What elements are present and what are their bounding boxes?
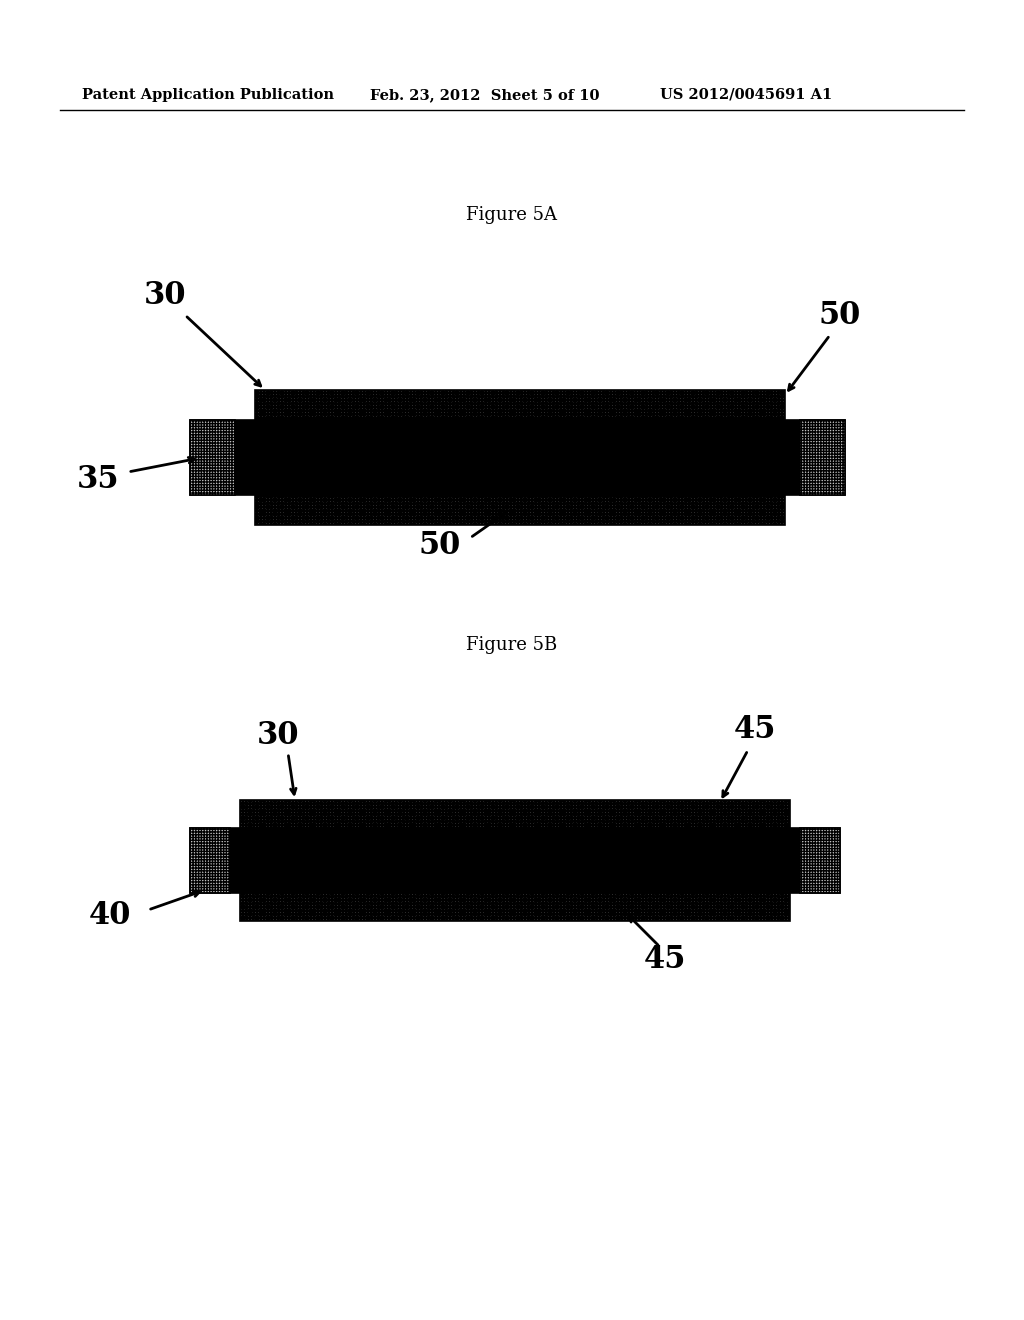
- Text: Figure 5B: Figure 5B: [466, 636, 558, 653]
- Text: 35: 35: [77, 465, 119, 495]
- Bar: [255, 389, 785, 420]
- Text: 45: 45: [734, 714, 776, 746]
- Text: 40: 40: [89, 899, 131, 931]
- Text: US 2012/0045691 A1: US 2012/0045691 A1: [660, 88, 833, 102]
- Text: 30: 30: [143, 280, 186, 310]
- Text: Figure 5A: Figure 5A: [467, 206, 557, 224]
- Bar: [800, 828, 840, 894]
- Text: 50: 50: [419, 529, 461, 561]
- Text: 30: 30: [257, 719, 299, 751]
- Text: Feb. 23, 2012  Sheet 5 of 10: Feb. 23, 2012 Sheet 5 of 10: [370, 88, 599, 102]
- Bar: [190, 420, 845, 495]
- Bar: [190, 828, 840, 894]
- Text: 50: 50: [819, 300, 861, 330]
- Bar: [190, 828, 230, 894]
- Bar: [800, 420, 845, 495]
- Bar: [190, 420, 234, 495]
- Bar: [255, 495, 785, 525]
- Bar: [240, 800, 790, 828]
- Bar: [240, 894, 790, 921]
- Text: Patent Application Publication: Patent Application Publication: [82, 88, 334, 102]
- Text: 45: 45: [644, 945, 686, 975]
